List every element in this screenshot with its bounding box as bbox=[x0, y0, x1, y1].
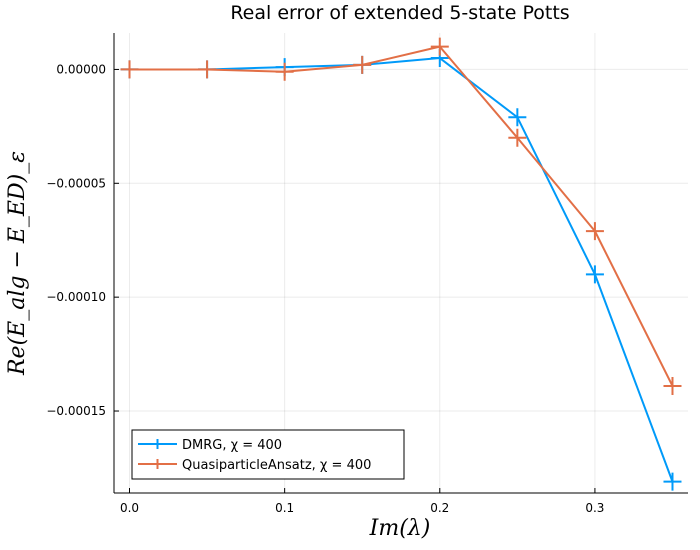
x-tick-label: 0.3 bbox=[585, 501, 604, 515]
y-tick-label: −0.00015 bbox=[46, 404, 106, 418]
grid bbox=[114, 33, 688, 493]
data-point bbox=[663, 472, 682, 491]
data-point bbox=[120, 60, 139, 79]
data-point bbox=[275, 62, 294, 81]
x-tick-label: 0.2 bbox=[430, 501, 449, 515]
chart-title: Real error of extended 5-state Potts bbox=[230, 2, 569, 24]
legend-marker-quasiparticle bbox=[152, 459, 163, 469]
legend-label-quasiparticle: QuasiparticleAnsatz, χ = 400 bbox=[182, 458, 371, 473]
series-0 bbox=[120, 49, 682, 491]
legend-marker-dmrg bbox=[152, 439, 163, 449]
x-tick-label: 0.1 bbox=[275, 501, 294, 515]
legend: DMRG, χ = 400 QuasiparticleAnsatz, χ = 4… bbox=[131, 429, 405, 480]
data-point bbox=[508, 128, 527, 147]
data-point bbox=[663, 376, 682, 395]
tick-labels: 0.0 0.1 0.2 0.3 0.00000 −0.00005 −0.00010 −0.00… bbox=[46, 62, 604, 515]
y-tick-label: −0.00005 bbox=[46, 176, 106, 190]
data-point bbox=[585, 222, 604, 241]
data-point bbox=[585, 265, 604, 284]
y-tick-label: −0.00010 bbox=[46, 290, 106, 304]
data-point bbox=[198, 60, 217, 79]
data-point bbox=[508, 108, 527, 127]
series-line bbox=[129, 45, 674, 387]
axes bbox=[113, 33, 688, 494]
plot-series bbox=[120, 37, 682, 491]
y-axis-label: Re(E_alg − E_ED)_ε bbox=[5, 151, 30, 376]
legend-label-dmrg: DMRG, χ = 400 bbox=[182, 438, 282, 453]
x-axis-label: Im(λ) bbox=[369, 516, 431, 541]
data-point bbox=[430, 37, 449, 56]
series-line bbox=[129, 57, 674, 482]
y-tick-label: 0.00000 bbox=[56, 62, 106, 76]
x-tick-label: 0.0 bbox=[120, 501, 139, 515]
legend-box bbox=[131, 429, 405, 480]
series-1 bbox=[120, 37, 682, 395]
data-point bbox=[353, 55, 372, 74]
